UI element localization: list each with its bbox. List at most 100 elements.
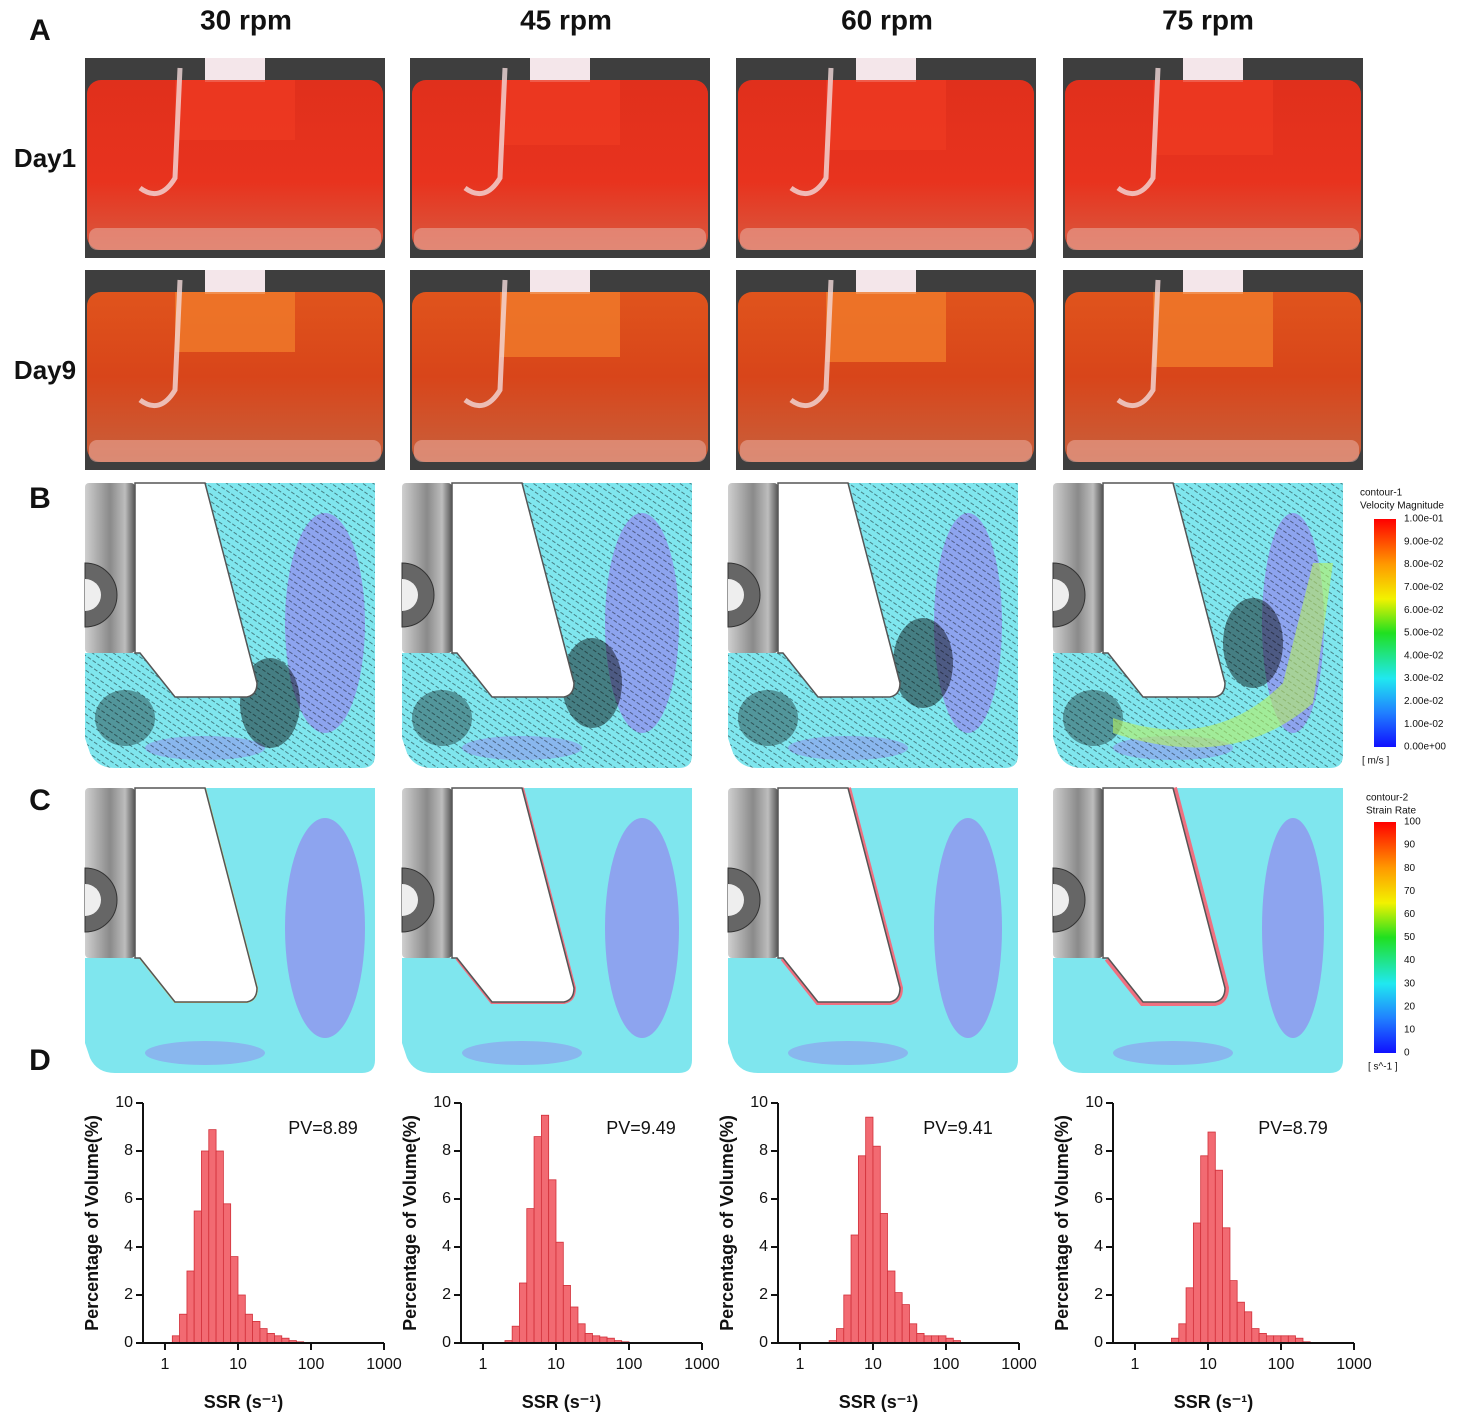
shaft <box>1183 270 1243 294</box>
bar <box>179 1313 188 1344</box>
y-tick-label: 6 <box>1094 1190 1103 1207</box>
colorbar-label: 60 <box>1404 909 1416 920</box>
bar <box>1229 1280 1238 1344</box>
x-axis-title: SSR (s⁻¹) <box>522 1392 602 1412</box>
beaker-base <box>1067 228 1359 250</box>
bar <box>562 1285 571 1344</box>
annotation: PV=8.89 <box>288 1118 358 1138</box>
liquid <box>412 80 708 250</box>
velocity-contour <box>1052 482 1343 768</box>
bar <box>923 1335 932 1344</box>
x-tick-label: 100 <box>298 1356 325 1373</box>
low-region <box>285 818 365 1038</box>
y-tick-label: 4 <box>1094 1238 1103 1255</box>
low-region <box>462 1041 582 1065</box>
colorbar-quantity: Strain Rate <box>1366 806 1416 817</box>
colorbar-label: 70 <box>1404 886 1416 897</box>
high-velocity <box>1113 563 1333 748</box>
handle <box>789 279 834 409</box>
shaft <box>205 270 265 294</box>
colorbar-label: 10 <box>1404 1025 1416 1036</box>
bar <box>879 1213 888 1344</box>
beaker-base <box>89 440 381 462</box>
bearing-inner <box>402 579 418 611</box>
vortex <box>893 618 953 708</box>
x-tick-label: 1000 <box>684 1356 720 1373</box>
impeller <box>175 292 295 352</box>
bar <box>570 1306 579 1344</box>
liquid <box>87 80 383 250</box>
x-tick-label: 100 <box>1268 1356 1295 1373</box>
y-tick-label: 4 <box>759 1238 768 1255</box>
y-tick-label: 10 <box>750 1094 768 1111</box>
bar <box>909 1323 918 1344</box>
bar <box>259 1328 268 1344</box>
annotation: PV=9.49 <box>606 1118 676 1138</box>
bar <box>274 1335 283 1344</box>
y-tick-label: 0 <box>759 1334 768 1351</box>
x-tick-label: 10 <box>229 1356 247 1373</box>
bearing-inner <box>402 884 418 916</box>
bar <box>186 1270 195 1344</box>
colorbar-label: 100 <box>1404 817 1421 828</box>
liquid <box>738 292 1034 462</box>
blade <box>134 787 258 1003</box>
colorbar-quantity: Velocity Magnitude <box>1360 501 1444 512</box>
x-tick-label: 1 <box>796 1356 805 1373</box>
impeller <box>826 80 946 150</box>
column-header: 30 rpm <box>200 4 292 35</box>
bar <box>511 1325 520 1344</box>
vector-field <box>402 483 692 768</box>
vortex <box>1063 690 1123 746</box>
bar <box>1222 1227 1231 1344</box>
colorbar-label: 4.00e-02 <box>1404 650 1444 661</box>
bar <box>1273 1335 1282 1344</box>
bar <box>843 1294 852 1344</box>
colorbar-label: 50 <box>1404 932 1416 943</box>
colorbar-label: 9.00e-02 <box>1404 536 1444 547</box>
colorbar-label: 1.00e-02 <box>1404 719 1444 730</box>
y-tick-label: 8 <box>442 1142 451 1159</box>
bar <box>555 1241 564 1344</box>
blade <box>451 482 575 698</box>
colorbar-label: 30 <box>1404 978 1416 989</box>
y-tick-label: 10 <box>433 1094 451 1111</box>
colorbar-label: 7.00e-02 <box>1404 582 1444 593</box>
bar <box>540 1114 550 1344</box>
bar <box>237 1294 246 1344</box>
bar <box>1244 1311 1253 1344</box>
x-tick-label: 1 <box>479 1356 488 1373</box>
bar <box>519 1282 528 1344</box>
y-tick-label: 10 <box>115 1094 133 1111</box>
colorbar-label: 40 <box>1404 955 1416 966</box>
bar <box>208 1129 217 1344</box>
blade <box>1102 482 1226 698</box>
row-label: Day9 <box>14 355 76 385</box>
y-axis-title: Percentage of Volume(%) <box>1052 1115 1072 1331</box>
bearing-inner <box>85 884 101 916</box>
x-tick-label: 100 <box>933 1356 960 1373</box>
blade <box>134 482 258 698</box>
y-tick-label: 6 <box>442 1190 451 1207</box>
strain-contour <box>84 787 375 1073</box>
x-tick-label: 10 <box>864 1356 882 1373</box>
colorbar-title: contour-1 <box>1360 488 1403 499</box>
bar <box>244 1313 253 1344</box>
y-axis-title: Percentage of Volume(%) <box>400 1115 420 1331</box>
bar <box>584 1333 593 1344</box>
bar <box>1265 1335 1275 1344</box>
panel-label: D <box>29 1044 51 1077</box>
velocity-contour <box>84 482 375 768</box>
bearing-inner <box>728 579 744 611</box>
bar <box>533 1136 542 1344</box>
beaker-base <box>740 440 1032 462</box>
row-label: Day1 <box>14 143 76 173</box>
panel-label: A <box>29 14 51 47</box>
y-tick-label: 2 <box>1094 1286 1103 1303</box>
handle <box>1116 279 1161 409</box>
y-tick-label: 2 <box>759 1286 768 1303</box>
colorbar-label: 3.00e-02 <box>1404 673 1444 684</box>
x-axis-title: SSR (s⁻¹) <box>204 1392 284 1412</box>
y-tick-label: 8 <box>759 1142 768 1159</box>
